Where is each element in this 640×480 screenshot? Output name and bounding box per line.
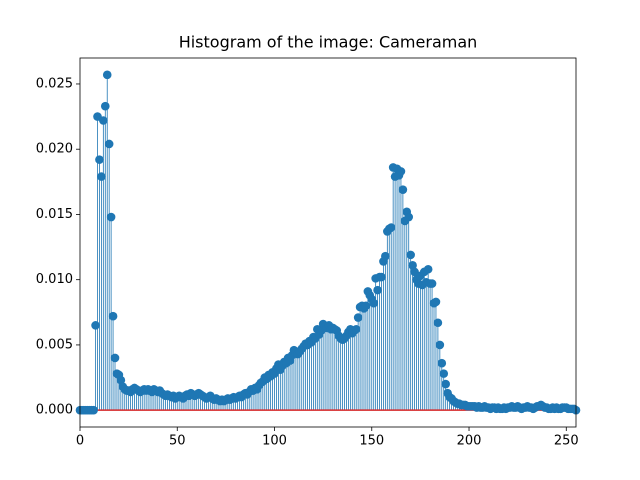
x-tick-label: 0 xyxy=(76,434,84,449)
stem-marker xyxy=(439,369,449,378)
x-tick-label: 150 xyxy=(359,434,384,449)
chart-title: Histogram of the image: Cameraman xyxy=(179,33,478,52)
y-tick-label: 0.005 xyxy=(36,337,73,352)
y-tick-label: 0.015 xyxy=(36,207,73,222)
stem-marker xyxy=(89,405,98,415)
stem-marker xyxy=(406,250,415,260)
stem-marker xyxy=(435,340,445,350)
stem-marker xyxy=(104,139,114,149)
x-tick-label: 250 xyxy=(554,434,579,449)
stem-marker xyxy=(91,321,100,330)
stem-marker xyxy=(427,279,437,288)
stem-marker xyxy=(408,261,417,270)
axes-frame xyxy=(79,57,577,428)
stem-marker xyxy=(97,172,106,181)
stem-marker xyxy=(373,285,382,295)
stem-marker xyxy=(398,185,408,194)
stem-marker xyxy=(377,272,386,282)
y-tick-label: 0.025 xyxy=(36,76,73,91)
y-tick-label: 0.000 xyxy=(36,403,73,418)
stem-marker xyxy=(369,298,379,308)
stem-marker xyxy=(106,212,116,222)
stem-marker xyxy=(433,318,443,328)
stem-marker xyxy=(110,353,120,363)
stem-marker xyxy=(381,251,390,261)
stem-marker xyxy=(404,212,414,222)
stem-marker xyxy=(437,358,447,368)
stem-marker xyxy=(431,297,441,307)
x-tick-label: 200 xyxy=(457,434,482,449)
stem-marker xyxy=(100,101,110,111)
stem-marker xyxy=(108,311,118,321)
stem-marker xyxy=(423,264,433,274)
stem-marker xyxy=(351,324,361,334)
stem-marker xyxy=(102,70,112,80)
stem-marker xyxy=(386,223,396,232)
stem-marker xyxy=(353,313,363,322)
y-tick-label: 0.010 xyxy=(36,272,73,287)
y-tick-label: 0.020 xyxy=(36,142,73,157)
stem-marker xyxy=(441,379,450,389)
x-tick-label: 100 xyxy=(262,434,287,449)
stem-marker xyxy=(99,116,108,125)
stem-marker xyxy=(361,301,371,311)
x-tick-label: 50 xyxy=(169,434,186,449)
stem-marker xyxy=(116,375,126,385)
stem-marker xyxy=(396,167,406,176)
stem-marker xyxy=(95,155,104,164)
